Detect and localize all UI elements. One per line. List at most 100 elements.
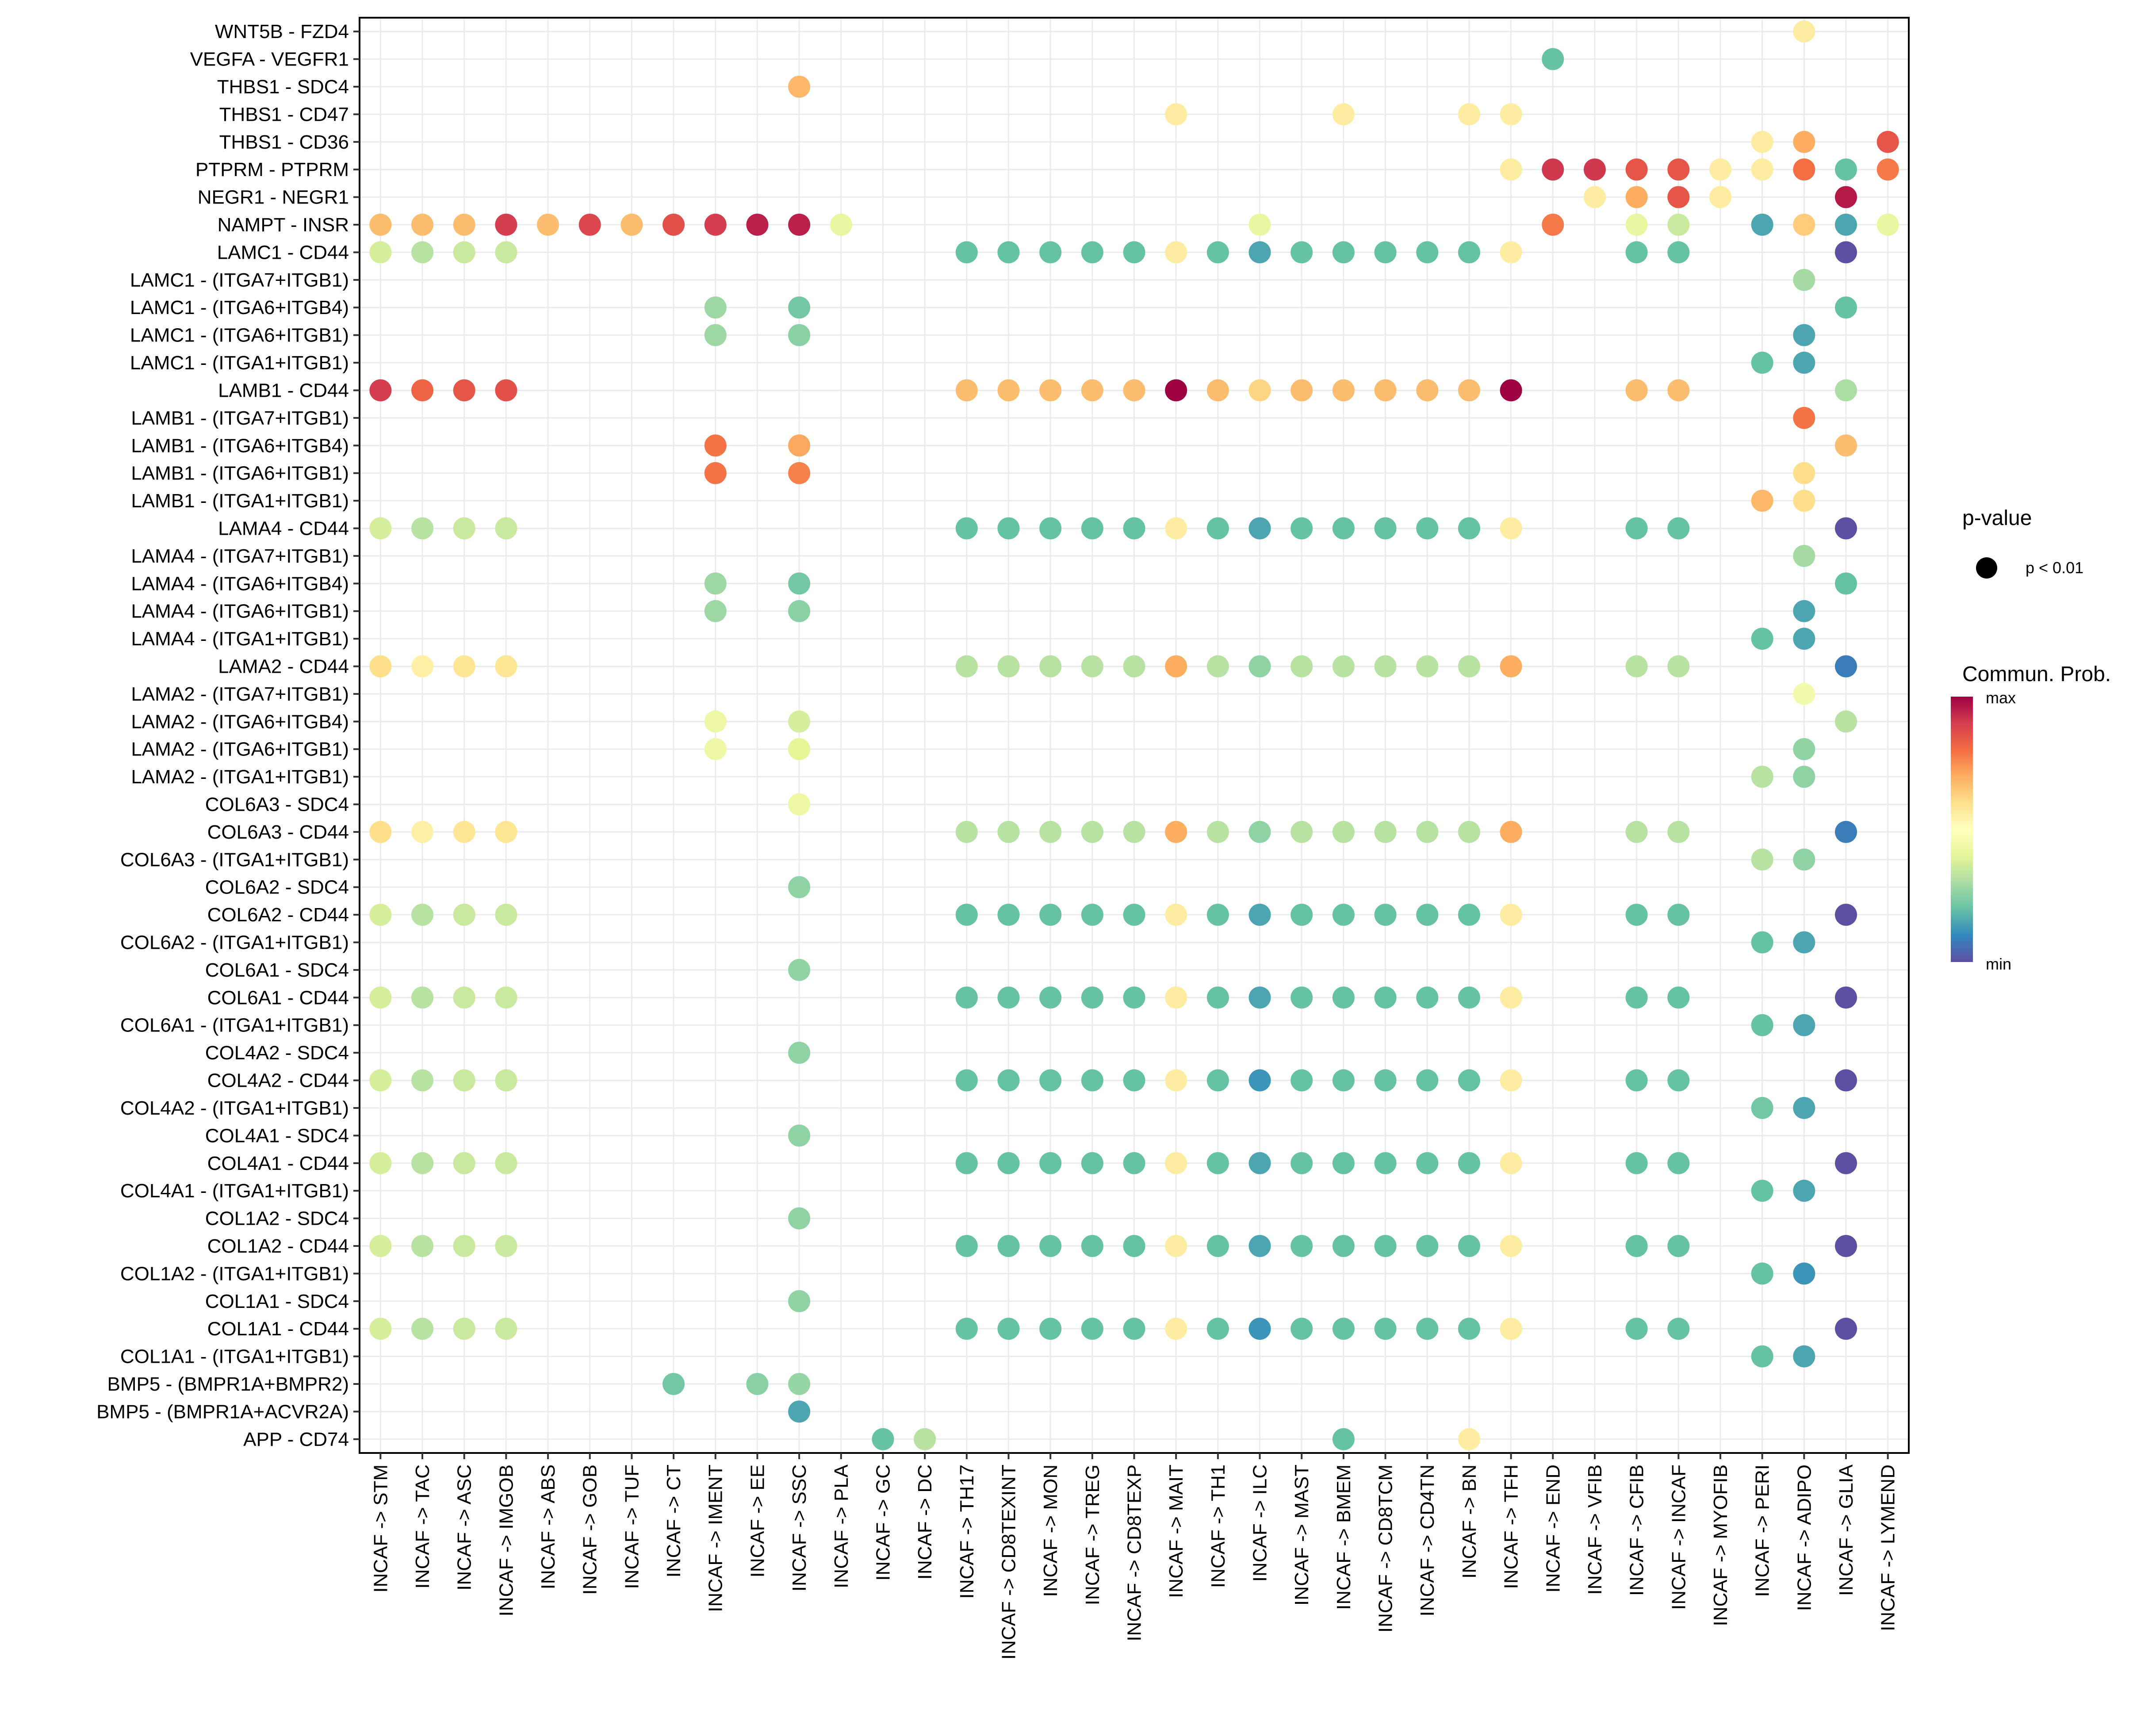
x-tick-label: INCAF -> GC	[872, 1464, 894, 1581]
data-point	[788, 876, 811, 898]
data-point	[1165, 1152, 1187, 1174]
data-point	[997, 986, 1020, 1009]
data-point	[1458, 820, 1480, 843]
data-point	[1165, 904, 1187, 926]
data-point	[1500, 158, 1522, 181]
data-point	[1500, 1069, 1522, 1092]
data-point	[1458, 986, 1480, 1009]
data-point	[1793, 214, 1815, 236]
data-point	[1248, 1234, 1271, 1257]
data-point	[955, 655, 978, 678]
data-point	[1248, 1069, 1271, 1092]
data-point	[1374, 517, 1397, 540]
data-point	[1039, 517, 1062, 540]
colorbar-min-label: min	[1986, 955, 2011, 973]
data-point	[495, 655, 517, 678]
data-point	[1751, 1014, 1773, 1036]
data-point	[1165, 1234, 1187, 1257]
data-point	[1123, 1318, 1145, 1340]
data-point	[369, 1152, 392, 1174]
data-point	[1458, 1318, 1480, 1340]
y-tick-label: NEGR1 - NEGR1	[198, 187, 349, 208]
y-tick-label: COL6A3 - (ITGA1+ITGB1)	[120, 849, 349, 870]
data-point	[746, 214, 769, 236]
data-point	[1206, 1069, 1229, 1092]
x-tick-label: INCAF -> ASC	[454, 1464, 475, 1591]
data-point	[537, 214, 559, 236]
data-point	[788, 738, 811, 760]
y-axis: WNT5B - FZD4 VEGFA - VEGFR1 THBS1 - SDC4 TH…	[96, 21, 360, 1450]
y-tick-label: LAMA4 - (ITGA6+ITGB4)	[131, 573, 349, 594]
data-point	[955, 904, 978, 926]
data-point	[1123, 241, 1145, 264]
x-tick-label: INCAF -> SSC	[789, 1464, 810, 1591]
y-tick-label: BMP5 - (BMPR1A+ACVR2A)	[96, 1401, 349, 1422]
y-tick-label: LAMC1 - (ITGA7+ITGB1)	[130, 269, 349, 291]
data-point	[411, 986, 434, 1009]
data-point	[1416, 1234, 1439, 1257]
data-point	[788, 462, 811, 484]
data-point	[453, 655, 475, 678]
data-point	[1123, 1234, 1145, 1257]
grid-lines	[360, 18, 1909, 1453]
data-point	[1625, 1152, 1648, 1174]
data-point	[1834, 1318, 1857, 1340]
data-point	[1374, 1152, 1397, 1174]
x-tick-label: INCAF -> TAC	[412, 1464, 433, 1589]
data-point	[1123, 904, 1145, 926]
data-point	[1458, 1234, 1480, 1257]
x-tick-label: INCAF -> BN	[1459, 1464, 1480, 1579]
data-point	[1834, 214, 1857, 236]
data-point	[1834, 1234, 1857, 1257]
data-point	[1332, 241, 1355, 264]
x-tick-label: INCAF -> CT	[663, 1464, 685, 1577]
data-point	[1625, 158, 1648, 181]
data-point	[1667, 655, 1690, 678]
y-tick-label: COL6A1 - SDC4	[205, 959, 349, 981]
data-point	[1625, 517, 1648, 540]
y-tick-label: LAMB1 - CD44	[218, 380, 349, 401]
colorbar-legend-title: Commun. Prob.	[1962, 663, 2111, 686]
y-tick-label: NAMPT - INSR	[218, 214, 349, 236]
data-point	[1332, 1234, 1355, 1257]
data-point	[495, 1318, 517, 1340]
data-point	[453, 820, 475, 843]
data-point	[453, 986, 475, 1009]
x-tick-label: INCAF -> MON	[1040, 1464, 1061, 1597]
data-point	[1291, 379, 1313, 402]
data-point	[1834, 517, 1857, 540]
data-point	[1374, 655, 1397, 678]
data-point	[1039, 1152, 1062, 1174]
data-point	[1165, 103, 1187, 126]
data-point	[1751, 1096, 1773, 1119]
data-point	[411, 1234, 434, 1257]
x-tick-label: INCAF -> IMGOB	[495, 1464, 517, 1616]
x-tick-label: INCAF -> DC	[914, 1464, 936, 1579]
data-point	[1165, 986, 1187, 1009]
data-point	[1039, 1318, 1062, 1340]
y-tick-label: LAMC1 - CD44	[217, 242, 349, 263]
data-point	[997, 1069, 1020, 1092]
colorbar-legend: Commun. Prob. max min	[1951, 663, 2111, 973]
data-point	[1834, 158, 1857, 181]
data-point	[704, 710, 727, 733]
data-point	[914, 1428, 936, 1450]
data-point	[955, 1152, 978, 1174]
data-point	[830, 214, 852, 236]
data-point	[1416, 1318, 1439, 1340]
x-tick-label: INCAF -> TFH	[1501, 1464, 1522, 1589]
x-tick-label: INCAF -> CFIB	[1626, 1464, 1648, 1596]
data-point	[1458, 1069, 1480, 1092]
data-point	[1625, 214, 1648, 236]
data-point	[1332, 379, 1355, 402]
pvalue-legend: p-value p < 0.01	[1962, 506, 2083, 579]
data-point	[1667, 1318, 1690, 1340]
data-point	[495, 1069, 517, 1092]
data-point	[1667, 241, 1690, 264]
y-tick-label: THBS1 - CD47	[219, 104, 349, 125]
data-point	[1751, 352, 1773, 374]
data-point	[1039, 1234, 1062, 1257]
data-point	[1667, 1069, 1690, 1092]
data-point	[1248, 904, 1271, 926]
x-tick-label: INCAF -> EE	[747, 1464, 768, 1578]
